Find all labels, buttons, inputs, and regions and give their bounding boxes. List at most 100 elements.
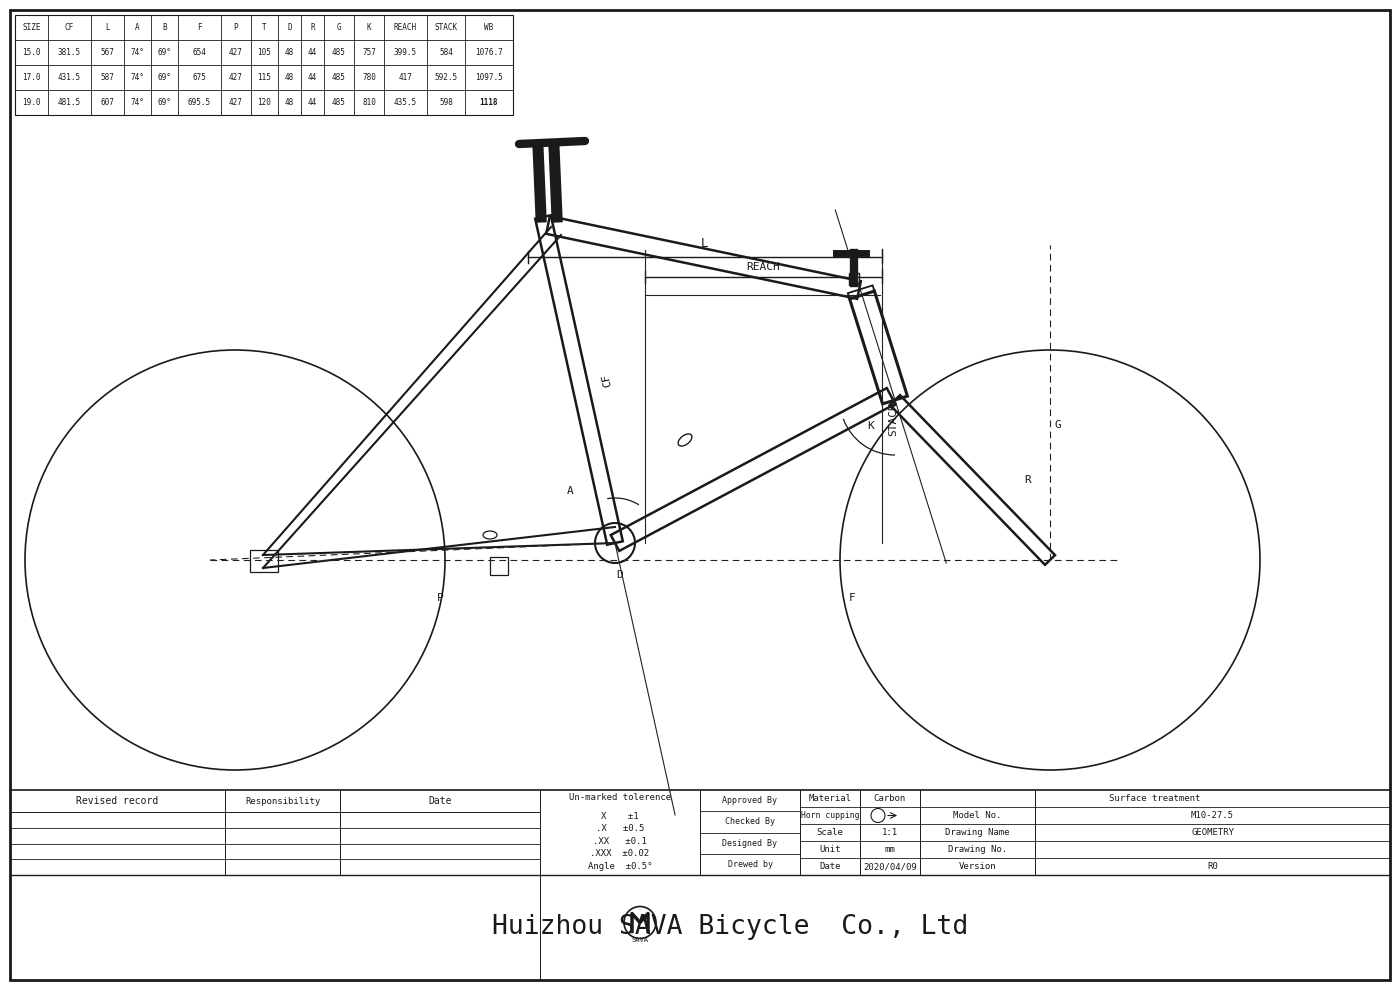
Text: 427: 427	[230, 48, 244, 57]
Text: 654: 654	[193, 48, 206, 57]
Text: 607: 607	[101, 98, 115, 107]
Text: 1118: 1118	[480, 98, 498, 107]
Text: R0: R0	[1207, 862, 1218, 871]
Text: L: L	[701, 237, 708, 250]
Text: R: R	[1025, 475, 1030, 485]
Bar	[15, 15, 512, 115]
Text: 15.0: 15.0	[22, 48, 41, 57]
Text: 1097.5: 1097.5	[475, 73, 503, 82]
Text: 74°: 74°	[130, 98, 144, 107]
Bar	[848, 273, 860, 285]
Text: K: K	[867, 422, 874, 432]
Text: 587: 587	[101, 73, 115, 82]
Text: 481.5: 481.5	[57, 98, 81, 107]
Text: WB: WB	[484, 23, 494, 32]
Bar	[251, 550, 279, 572]
Text: CF: CF	[64, 23, 74, 32]
Text: 427: 427	[230, 73, 244, 82]
Text: Model No.: Model No.	[953, 811, 1001, 820]
Text: 584: 584	[440, 48, 454, 57]
Text: 17.0: 17.0	[22, 73, 41, 82]
Text: D: D	[287, 23, 291, 32]
Text: 485: 485	[332, 48, 346, 57]
Text: R: R	[311, 23, 315, 32]
Text: 69°: 69°	[158, 98, 171, 107]
Text: B: B	[162, 23, 167, 32]
Text: .XXX  ±0.02: .XXX ±0.02	[591, 849, 650, 858]
Text: 417: 417	[399, 73, 413, 82]
Text: 485: 485	[332, 73, 346, 82]
Text: A: A	[136, 23, 140, 32]
Text: 44: 44	[308, 48, 318, 57]
Text: 69°: 69°	[158, 48, 171, 57]
Text: P: P	[437, 593, 444, 603]
Text: Huizhou SAVA Bicycle  Co., Ltd: Huizhou SAVA Bicycle Co., Ltd	[491, 915, 969, 940]
Text: 757: 757	[363, 48, 377, 57]
Text: 44: 44	[308, 73, 318, 82]
Text: 74°: 74°	[130, 73, 144, 82]
Text: Scale: Scale	[816, 828, 843, 837]
Text: G: G	[1054, 420, 1061, 430]
Text: G: G	[336, 23, 342, 32]
Text: M10-27.5: M10-27.5	[1191, 811, 1233, 820]
Text: 431.5: 431.5	[57, 73, 81, 82]
Text: F: F	[850, 593, 855, 603]
Text: 115: 115	[258, 73, 272, 82]
Text: mm: mm	[885, 845, 896, 854]
Text: REACH: REACH	[393, 23, 417, 32]
Text: L: L	[105, 23, 109, 32]
Text: SAVA: SAVA	[631, 937, 648, 942]
Text: 19.0: 19.0	[22, 98, 41, 107]
Text: 48: 48	[284, 98, 294, 107]
Text: 120: 120	[258, 98, 272, 107]
Text: 427: 427	[230, 98, 244, 107]
Text: 810: 810	[363, 98, 377, 107]
Text: D: D	[616, 570, 623, 580]
Text: 2020/04/09: 2020/04/09	[864, 862, 917, 871]
Text: Drawing No.: Drawing No.	[948, 845, 1007, 854]
Text: Checked By: Checked By	[725, 818, 776, 827]
Text: X    ±1: X ±1	[601, 812, 638, 821]
Text: STACK: STACK	[434, 23, 458, 32]
Text: 105: 105	[258, 48, 272, 57]
Text: Version: Version	[959, 862, 997, 871]
Text: REACH: REACH	[746, 262, 780, 272]
Bar	[490, 557, 508, 575]
Text: Designed By: Designed By	[722, 839, 777, 847]
Text: 598: 598	[440, 98, 454, 107]
Text: Unit: Unit	[819, 845, 841, 854]
Text: 695.5: 695.5	[188, 98, 211, 107]
Text: K: K	[367, 23, 371, 32]
Text: 48: 48	[284, 48, 294, 57]
Text: CF: CF	[601, 372, 613, 388]
Text: 592.5: 592.5	[434, 73, 458, 82]
Text: F: F	[197, 23, 202, 32]
Text: Date: Date	[428, 796, 452, 806]
Text: T: T	[262, 23, 267, 32]
Text: 48: 48	[284, 73, 294, 82]
Text: 1:1: 1:1	[882, 828, 897, 837]
Text: 567: 567	[101, 48, 115, 57]
Text: Approved By: Approved By	[722, 796, 777, 805]
Text: Revised record: Revised record	[77, 796, 158, 806]
Text: 780: 780	[363, 73, 377, 82]
Text: 435.5: 435.5	[393, 98, 417, 107]
Text: 485: 485	[332, 98, 346, 107]
Text: 74°: 74°	[130, 48, 144, 57]
Text: 399.5: 399.5	[393, 48, 417, 57]
Text: 381.5: 381.5	[57, 48, 81, 57]
Text: 1076.7: 1076.7	[475, 48, 503, 57]
Text: 44: 44	[308, 98, 318, 107]
Text: .X   ±0.5: .X ±0.5	[596, 825, 644, 834]
Text: .XX   ±0.1: .XX ±0.1	[594, 837, 647, 845]
Text: Drawing Name: Drawing Name	[945, 828, 1009, 837]
Text: Un-marked tolerence: Un-marked tolerence	[568, 794, 671, 803]
Text: Drewed by: Drewed by	[728, 860, 773, 869]
Text: Date: Date	[819, 862, 841, 871]
Text: 69°: 69°	[158, 73, 171, 82]
Text: A: A	[567, 486, 574, 496]
Text: P: P	[234, 23, 238, 32]
Text: STACK: STACK	[888, 402, 897, 436]
Text: 675: 675	[193, 73, 206, 82]
Text: GEOMETRY: GEOMETRY	[1191, 828, 1233, 837]
